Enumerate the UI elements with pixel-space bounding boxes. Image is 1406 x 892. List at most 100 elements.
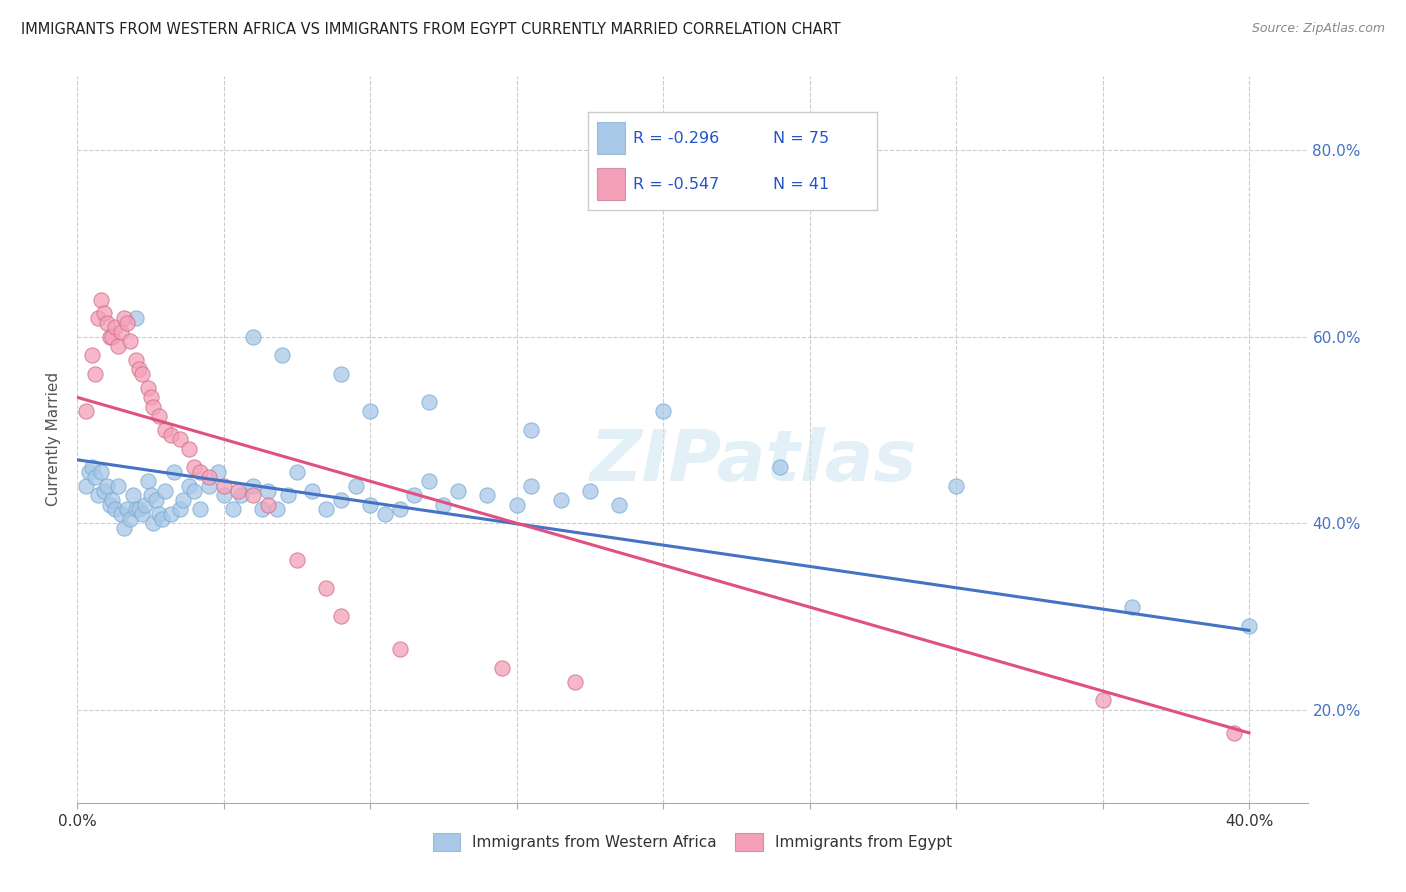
- Point: [84, 469, 107, 483]
- Point: [77, 465, 100, 479]
- Point: [256, 498, 278, 512]
- Point: [315, 582, 337, 596]
- Point: [101, 330, 124, 344]
- Point: [285, 465, 308, 479]
- Point: [160, 427, 183, 442]
- Point: [388, 502, 411, 516]
- Point: [277, 488, 299, 502]
- Point: [87, 311, 110, 326]
- Point: [329, 492, 352, 507]
- Point: [183, 483, 205, 498]
- Point: [374, 507, 396, 521]
- Point: [125, 311, 148, 326]
- Point: [115, 502, 138, 516]
- Point: [198, 469, 221, 483]
- Legend: Immigrants from Western Africa, Immigrants from Egypt: Immigrants from Western Africa, Immigran…: [426, 827, 959, 857]
- Point: [945, 479, 967, 493]
- Point: [122, 488, 145, 502]
- Point: [388, 642, 411, 657]
- Point: [242, 479, 264, 493]
- Point: [139, 488, 162, 502]
- Point: [447, 483, 470, 498]
- Point: [90, 465, 112, 479]
- Point: [148, 409, 170, 423]
- Point: [329, 367, 352, 381]
- Point: [93, 483, 115, 498]
- Point: [188, 465, 212, 479]
- Point: [112, 311, 135, 326]
- Point: [212, 479, 235, 493]
- Point: [359, 404, 381, 418]
- Point: [1121, 600, 1143, 615]
- Point: [221, 502, 243, 516]
- Point: [139, 390, 162, 404]
- Point: [80, 460, 103, 475]
- Point: [128, 362, 150, 376]
- Point: [169, 433, 191, 447]
- Point: [404, 488, 426, 502]
- Point: [1223, 726, 1246, 740]
- Point: [120, 334, 141, 349]
- Point: [506, 498, 529, 512]
- Point: [148, 507, 170, 521]
- Point: [177, 479, 200, 493]
- Point: [96, 479, 118, 493]
- Point: [266, 502, 288, 516]
- Point: [145, 492, 167, 507]
- Point: [242, 330, 264, 344]
- Point: [250, 502, 273, 516]
- Point: [125, 353, 148, 368]
- Point: [344, 479, 367, 493]
- Point: [607, 498, 630, 512]
- Point: [359, 498, 381, 512]
- Point: [153, 423, 177, 437]
- Point: [177, 442, 200, 456]
- Point: [315, 502, 337, 516]
- Point: [107, 339, 129, 353]
- Point: [256, 483, 278, 498]
- Point: [115, 316, 138, 330]
- Point: [84, 367, 107, 381]
- Text: IMMIGRANTS FROM WESTERN AFRICA VS IMMIGRANTS FROM EGYPT CURRENTLY MARRIED CORREL: IMMIGRANTS FROM WESTERN AFRICA VS IMMIGR…: [21, 22, 841, 37]
- Point: [110, 507, 132, 521]
- Point: [198, 479, 221, 493]
- Point: [564, 674, 586, 689]
- Point: [231, 488, 253, 502]
- Point: [579, 483, 602, 498]
- Point: [107, 479, 129, 493]
- Point: [432, 498, 454, 512]
- Point: [142, 516, 165, 531]
- Point: [150, 511, 173, 525]
- Point: [87, 488, 110, 502]
- Point: [242, 488, 264, 502]
- Point: [101, 492, 124, 507]
- Point: [329, 609, 352, 624]
- Point: [75, 404, 97, 418]
- Point: [128, 502, 150, 516]
- Point: [188, 502, 212, 516]
- Point: [125, 502, 148, 516]
- Point: [131, 507, 153, 521]
- Point: [93, 306, 115, 320]
- Text: Source: ZipAtlas.com: Source: ZipAtlas.com: [1251, 22, 1385, 36]
- Point: [271, 348, 294, 362]
- Point: [212, 488, 235, 502]
- Point: [131, 367, 153, 381]
- Point: [418, 475, 440, 489]
- Point: [207, 465, 229, 479]
- Point: [550, 492, 572, 507]
- Point: [172, 492, 194, 507]
- Point: [491, 660, 513, 674]
- Point: [160, 507, 183, 521]
- Point: [520, 423, 543, 437]
- Point: [418, 395, 440, 409]
- Point: [285, 553, 308, 567]
- Point: [769, 460, 792, 475]
- Point: [98, 498, 121, 512]
- Y-axis label: Currently Married: Currently Married: [46, 372, 62, 507]
- Point: [110, 325, 132, 339]
- Point: [75, 479, 97, 493]
- Point: [120, 511, 141, 525]
- Point: [1091, 693, 1114, 707]
- Point: [112, 521, 135, 535]
